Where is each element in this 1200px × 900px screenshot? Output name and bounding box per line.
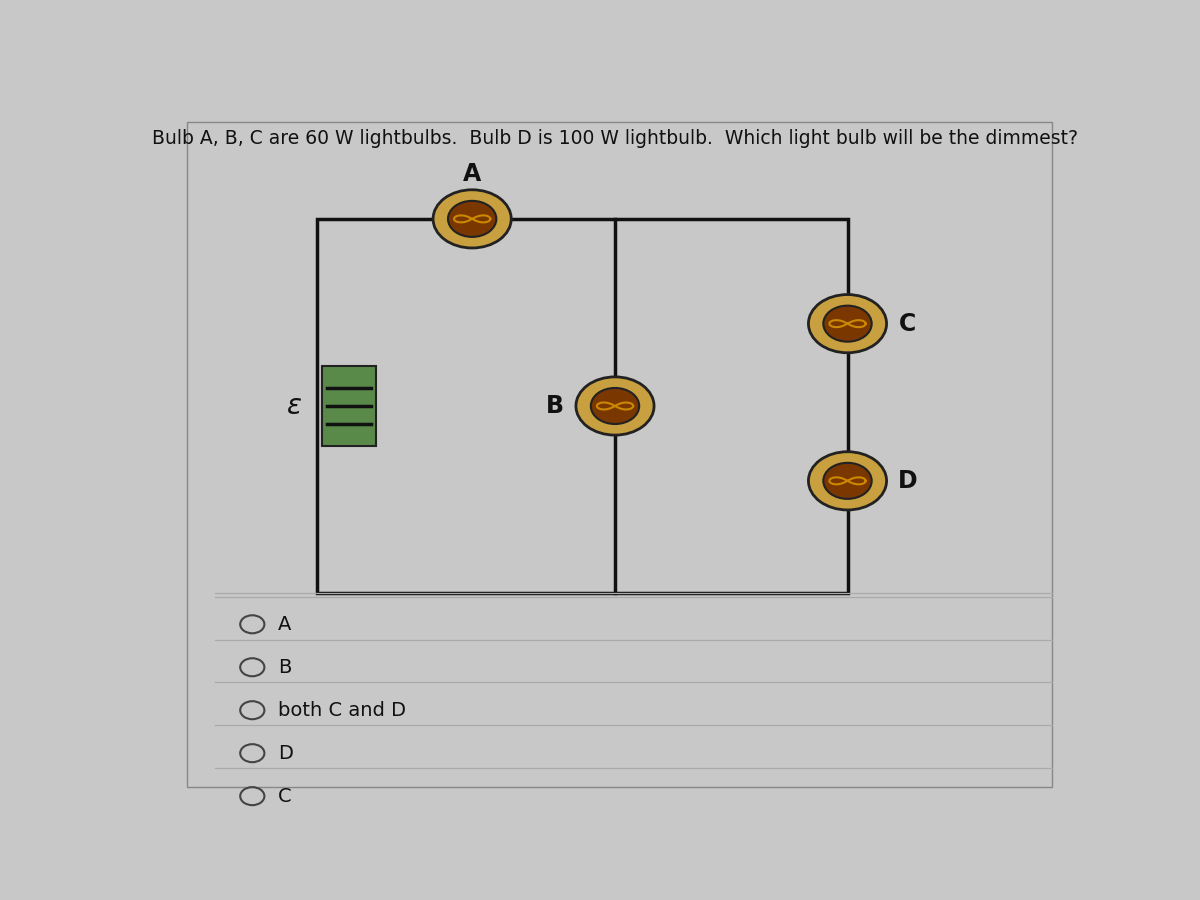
- Circle shape: [433, 190, 511, 248]
- Text: C: C: [278, 787, 292, 806]
- Text: ε: ε: [287, 392, 301, 420]
- Text: both C and D: both C and D: [278, 701, 407, 720]
- Circle shape: [576, 377, 654, 435]
- Text: A: A: [463, 162, 481, 185]
- Text: B: B: [546, 394, 564, 418]
- Text: D: D: [278, 743, 293, 762]
- Circle shape: [590, 388, 640, 424]
- Text: Bulb A, B, C are 60 W lightbulbs.  Bulb D is 100 W lightbulb.  Which light bulb : Bulb A, B, C are 60 W lightbulbs. Bulb D…: [152, 129, 1078, 148]
- Text: A: A: [278, 615, 292, 634]
- Circle shape: [809, 452, 887, 510]
- Bar: [322, 366, 376, 446]
- Circle shape: [809, 294, 887, 353]
- Text: C: C: [899, 311, 917, 336]
- Circle shape: [823, 306, 871, 342]
- Text: B: B: [278, 658, 292, 677]
- Circle shape: [823, 463, 871, 499]
- Text: D: D: [898, 469, 918, 493]
- Circle shape: [448, 201, 497, 237]
